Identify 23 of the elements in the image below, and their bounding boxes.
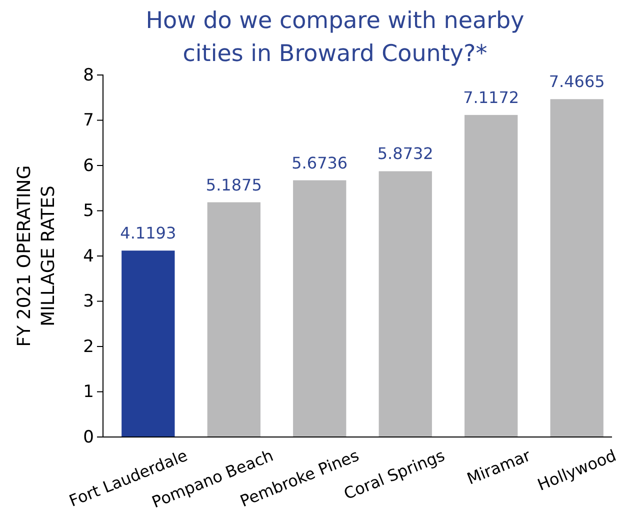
y-tick-label: 8 [83, 65, 94, 86]
y-tick-label: 5 [83, 201, 94, 222]
y-tick-label: 3 [83, 292, 94, 312]
y-tick-label: 7 [83, 110, 94, 131]
chart-title: How do we compare with nearby cities in Broward County?* [146, 8, 524, 67]
bar [464, 114, 518, 437]
y-axis-title: FY 2021 OPERATING MILLAGE RATES [14, 165, 59, 347]
y-tick-label: 6 [83, 156, 94, 176]
bar [207, 202, 260, 437]
y-tick-label: 0 [83, 427, 94, 448]
y-tick-label: 1 [83, 382, 94, 402]
data-label: 7.4665 [548, 72, 605, 92]
y-tick-label: 2 [83, 336, 94, 357]
bar [122, 250, 175, 437]
data-label: 5.1875 [206, 175, 262, 194]
y-tick-label: 4 [83, 246, 94, 266]
data-label: 5.6736 [292, 153, 348, 172]
data-label: 4.1193 [120, 224, 176, 243]
bar [378, 171, 432, 437]
bar [550, 99, 604, 437]
data-label: 5.8732 [377, 144, 434, 164]
bar [293, 180, 346, 437]
data-label: 7.1172 [463, 88, 520, 107]
